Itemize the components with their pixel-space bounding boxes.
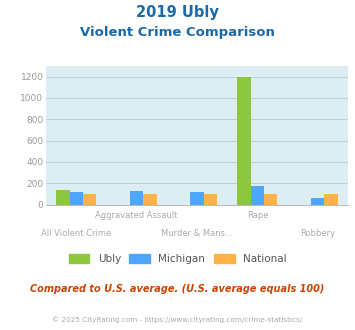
Bar xyxy=(70,192,83,205)
Text: Violent Crime Comparison: Violent Crime Comparison xyxy=(80,26,275,39)
Bar xyxy=(83,194,96,205)
Bar xyxy=(143,194,157,205)
Text: Robbery: Robbery xyxy=(300,229,335,238)
Text: 2019 Ubly: 2019 Ubly xyxy=(136,5,219,20)
Bar xyxy=(311,198,324,205)
Legend: Ubly, Michigan, National: Ubly, Michigan, National xyxy=(64,249,291,268)
Bar xyxy=(251,186,264,205)
Text: Murder & Mans...: Murder & Mans... xyxy=(161,229,233,238)
Bar xyxy=(237,77,251,205)
Bar xyxy=(324,194,338,205)
Bar xyxy=(190,192,204,205)
Text: Compared to U.S. average. (U.S. average equals 100): Compared to U.S. average. (U.S. average … xyxy=(30,284,325,294)
Text: Aggravated Assault: Aggravated Assault xyxy=(95,211,178,220)
Bar xyxy=(56,190,70,205)
Bar xyxy=(264,194,277,205)
Bar xyxy=(204,194,217,205)
Text: Rape: Rape xyxy=(247,211,268,220)
Bar xyxy=(130,191,143,205)
Text: © 2025 CityRating.com - https://www.cityrating.com/crime-statistics/: © 2025 CityRating.com - https://www.city… xyxy=(53,317,302,323)
Text: All Violent Crime: All Violent Crime xyxy=(41,229,111,238)
